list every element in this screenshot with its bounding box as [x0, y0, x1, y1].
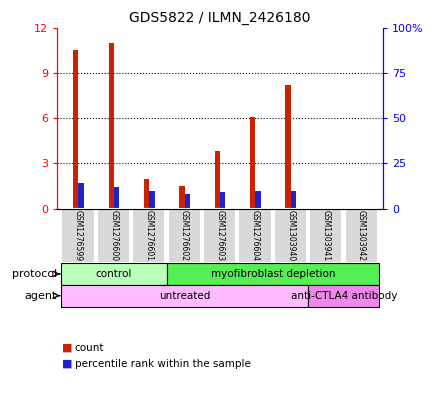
Text: protocol: protocol	[12, 269, 57, 279]
Bar	[61, 285, 308, 307]
Bar	[203, 209, 236, 263]
Bar	[180, 186, 185, 209]
Bar	[97, 209, 130, 263]
Text: myofibroblast depletion: myofibroblast depletion	[211, 269, 335, 279]
Bar	[291, 191, 296, 209]
Bar	[114, 187, 119, 209]
Bar	[309, 209, 342, 263]
Bar	[345, 209, 378, 263]
Text: GSM1276601: GSM1276601	[145, 210, 154, 261]
Bar	[308, 285, 379, 307]
Bar	[62, 209, 95, 263]
Text: GSM1276603: GSM1276603	[216, 210, 224, 261]
Bar	[250, 117, 255, 209]
Bar	[168, 209, 201, 263]
Bar	[149, 191, 154, 209]
Text: count: count	[75, 343, 104, 353]
Bar	[220, 193, 225, 209]
Bar	[255, 191, 261, 209]
Title: GDS5822 / ILMN_2426180: GDS5822 / ILMN_2426180	[129, 11, 311, 25]
Bar	[78, 183, 84, 209]
Bar	[286, 85, 291, 209]
Text: GSM1276602: GSM1276602	[180, 210, 189, 261]
Bar	[215, 151, 220, 209]
Text: GSM1303940: GSM1303940	[286, 210, 295, 262]
Text: percentile rank within the sample: percentile rank within the sample	[75, 358, 251, 369]
Text: GSM1276600: GSM1276600	[109, 210, 118, 261]
Bar	[238, 209, 271, 263]
Text: anti-CTLA4 antibody: anti-CTLA4 antibody	[291, 291, 397, 301]
Text: GSM1303941: GSM1303941	[322, 210, 331, 261]
Text: control: control	[95, 269, 132, 279]
Text: GSM1276599: GSM1276599	[74, 210, 83, 261]
Bar	[73, 50, 78, 209]
Bar	[132, 209, 165, 263]
Text: ■: ■	[62, 343, 72, 353]
Bar	[167, 263, 379, 285]
Bar	[61, 263, 167, 285]
Bar	[185, 194, 190, 209]
Text: GSM1303942: GSM1303942	[357, 210, 366, 261]
Text: GSM1276604: GSM1276604	[251, 210, 260, 261]
Text: untreated: untreated	[159, 291, 210, 301]
Bar	[109, 42, 114, 209]
Bar	[274, 209, 307, 263]
Bar	[144, 178, 149, 209]
Text: ■: ■	[62, 358, 72, 369]
Text: agent: agent	[25, 291, 57, 301]
